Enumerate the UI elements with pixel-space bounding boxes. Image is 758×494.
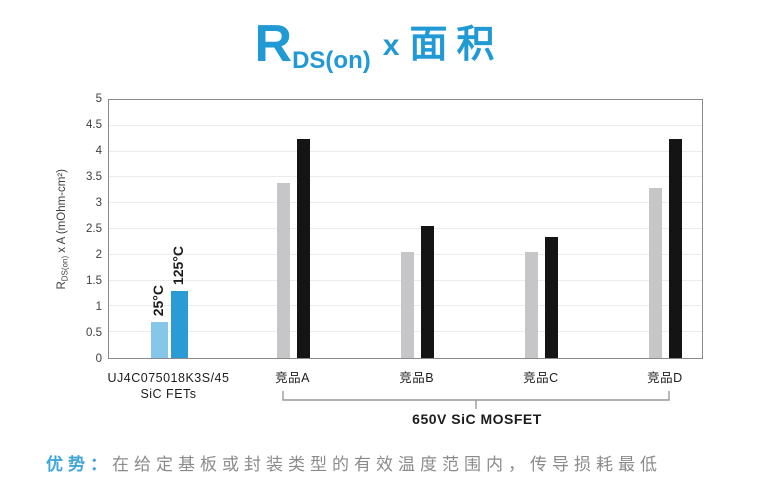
bar-25°C-group3 bbox=[525, 252, 539, 358]
bar-25°C-group0 bbox=[150, 321, 168, 358]
x-category-label: 竞品D bbox=[647, 371, 683, 385]
temperature-label: 125°C bbox=[170, 245, 187, 285]
advantage-label: 优势： bbox=[46, 455, 112, 474]
temperature-label: 25°C bbox=[150, 284, 167, 316]
y-tick-label: 4 bbox=[95, 145, 102, 157]
y-tick-label: 1.5 bbox=[86, 275, 102, 287]
bar-125°C-group3 bbox=[545, 236, 559, 358]
y-tick-label: 0.5 bbox=[86, 327, 102, 339]
y-tick-label: 5 bbox=[95, 93, 102, 105]
bar-125°C-group2 bbox=[421, 226, 435, 358]
chart-title: RDS(on) x 面积 bbox=[0, 18, 758, 73]
bar-125°C-group0 bbox=[170, 290, 188, 358]
x-category-label: 竞品A bbox=[275, 371, 311, 385]
title-area-text: 面积 bbox=[409, 24, 504, 66]
y-tick-label: 3 bbox=[95, 197, 102, 209]
x-category-label: UJ4C075018K3S/45 SiC FETs bbox=[107, 371, 230, 401]
gridline bbox=[109, 176, 702, 178]
bar-25°C-group1 bbox=[277, 182, 291, 358]
bracket-label: 650V SiC MOSFET bbox=[412, 411, 542, 427]
mosfet-group-bracket bbox=[282, 391, 670, 409]
advantage-note: 优势：在给定基板或封装类型的有效温度范围内，传导损耗最低 bbox=[46, 450, 746, 475]
bar-25°C-group4 bbox=[649, 187, 663, 358]
gridline bbox=[109, 202, 702, 204]
y-tick-label: 2.5 bbox=[86, 223, 102, 235]
bar-125°C-group1 bbox=[297, 138, 311, 358]
y-tick-label: 3.5 bbox=[86, 171, 102, 183]
plot-area: 25°C 125°C bbox=[108, 99, 703, 359]
y-tick-label: 0 bbox=[95, 353, 102, 365]
gridline bbox=[109, 228, 702, 229]
title-times-symbol: x bbox=[382, 29, 400, 62]
title-rds-subscript: DS(on) bbox=[292, 47, 371, 74]
gridline bbox=[109, 124, 702, 126]
x-category-label: 竞品B bbox=[399, 371, 435, 385]
advantage-text: 在给定基板或封装类型的有效温度范围内，传导损耗最低 bbox=[112, 455, 662, 474]
bar-125°C-group4 bbox=[669, 138, 683, 358]
gridline bbox=[109, 150, 702, 152]
y-tick-label: 1 bbox=[95, 301, 102, 313]
bar-25°C-group2 bbox=[401, 252, 415, 358]
x-category-label: 竞品C bbox=[523, 371, 559, 385]
y-tick-label: 4.5 bbox=[86, 119, 102, 131]
y-tick-label: 2 bbox=[95, 249, 102, 261]
title-rds-symbol: R bbox=[254, 15, 293, 73]
